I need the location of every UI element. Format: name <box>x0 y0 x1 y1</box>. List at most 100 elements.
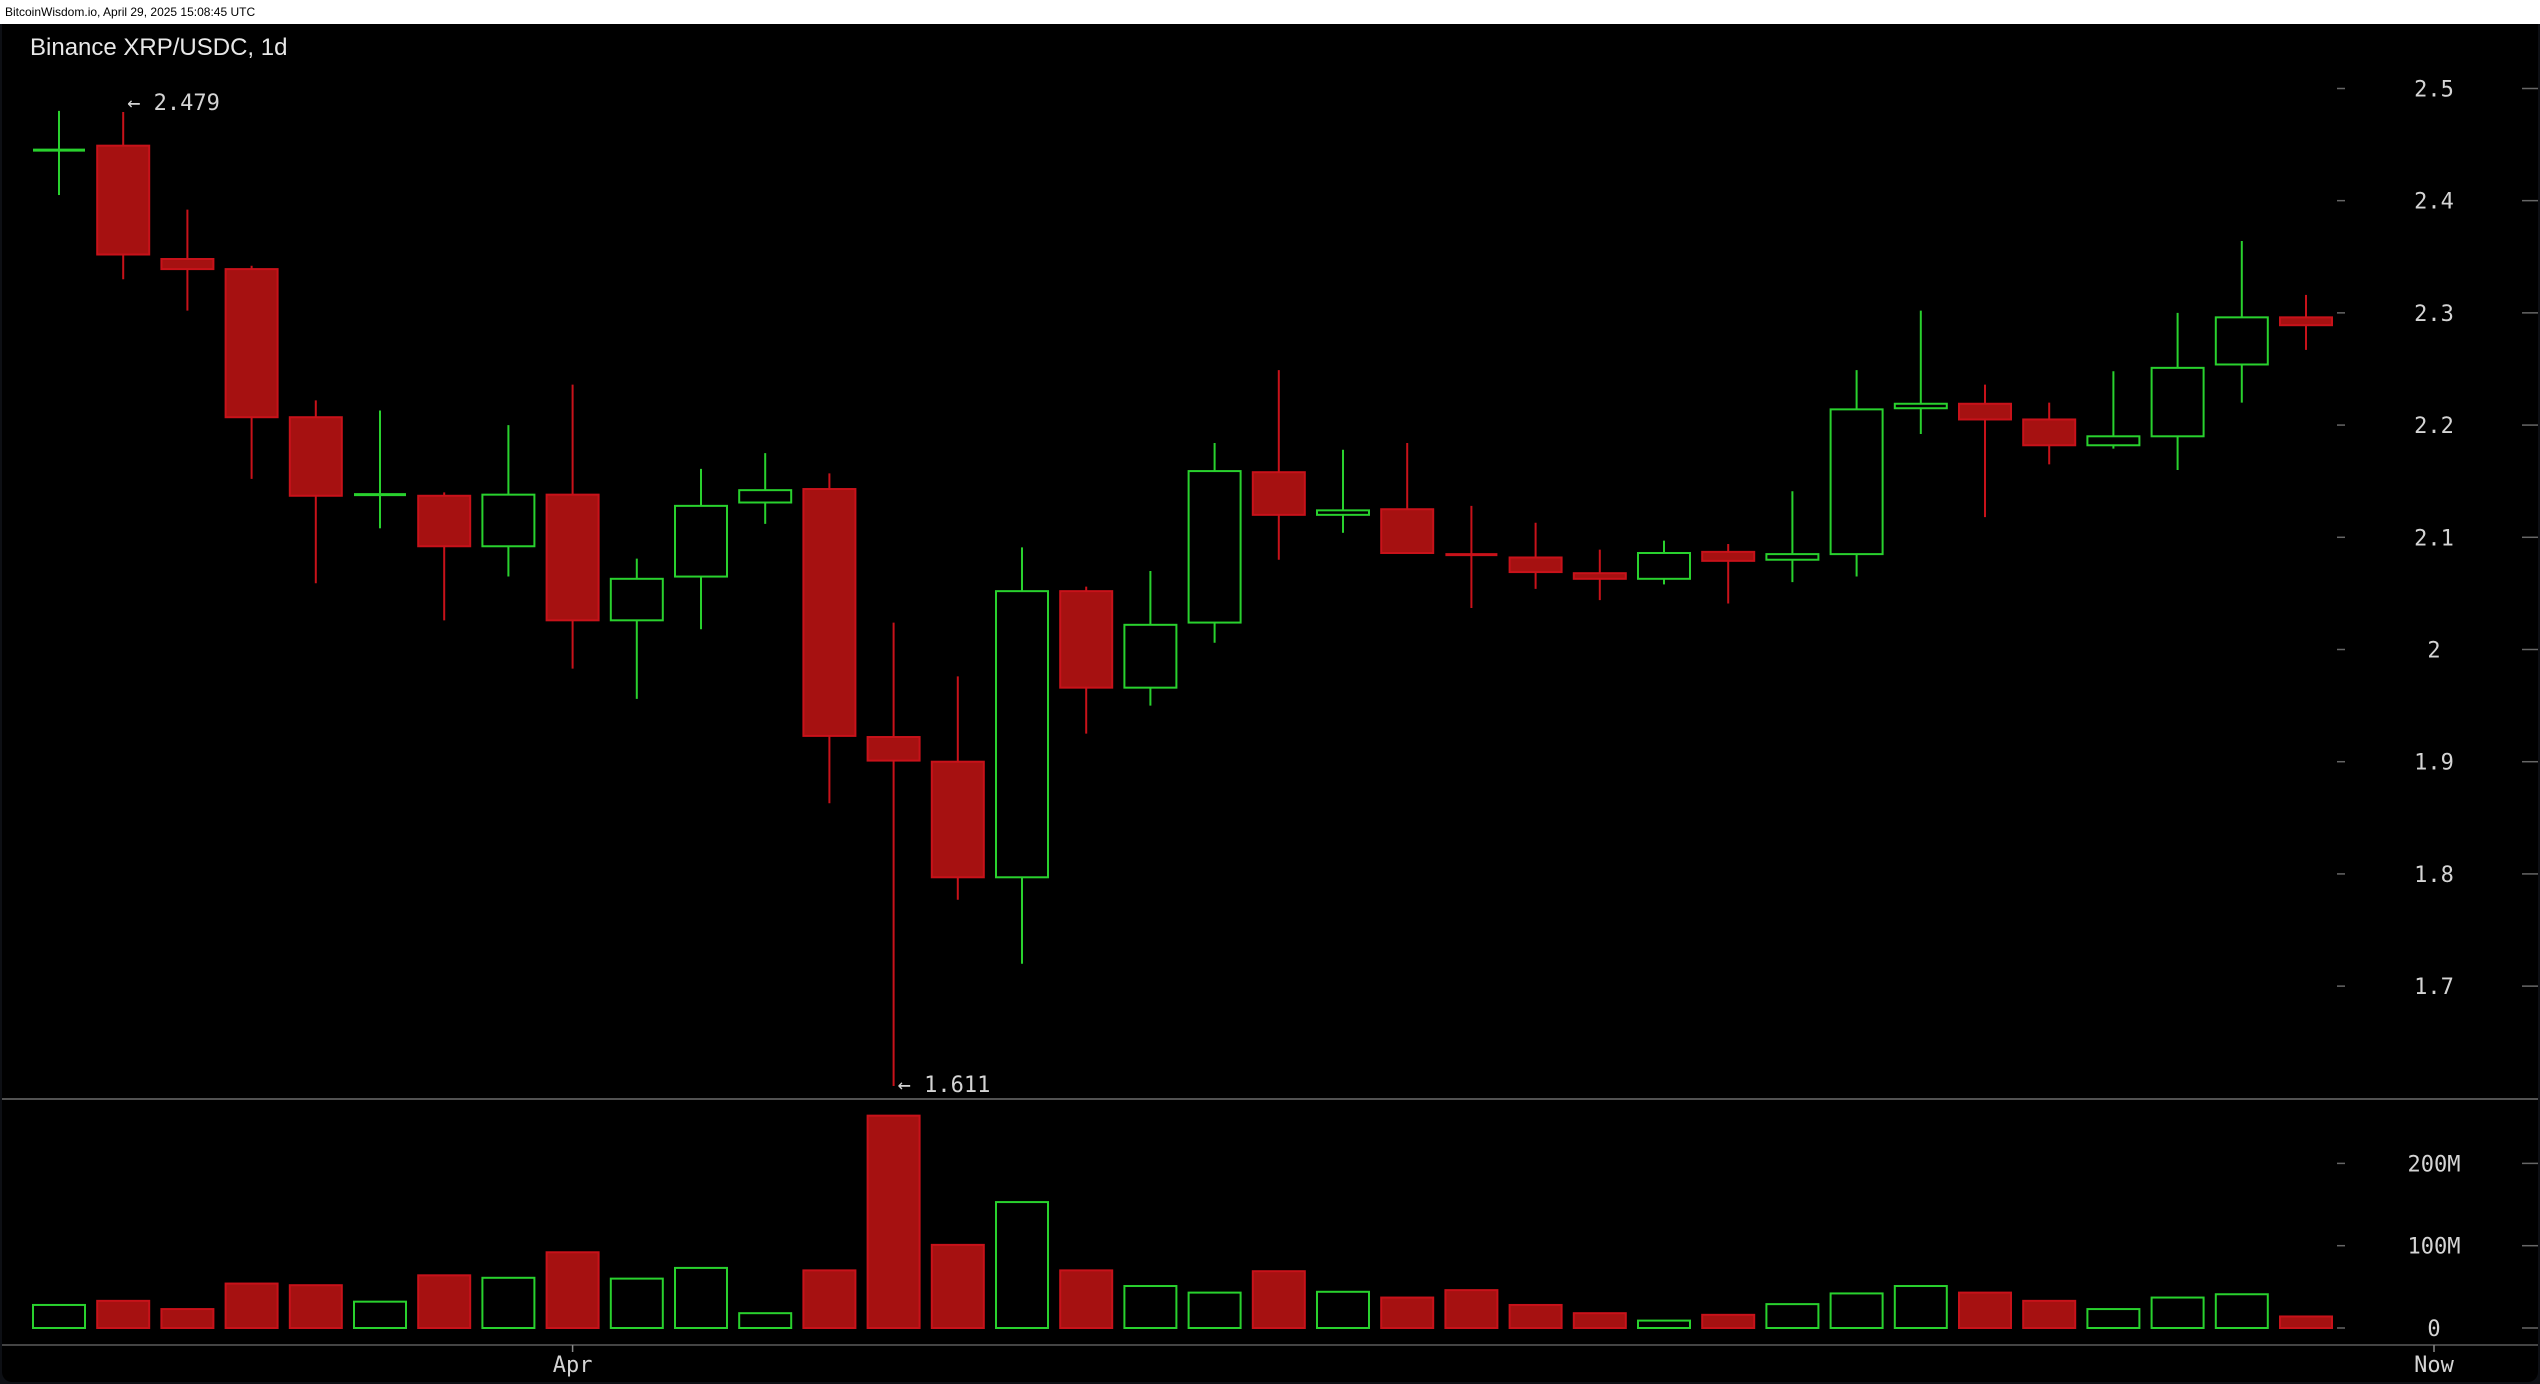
candle-body <box>1380 508 1435 554</box>
candle <box>866 622 921 1086</box>
volume-bar <box>1187 1291 1242 1329</box>
chart-frame: 2.5 2.4 2.3 2.2 2.1 2 1.9 1.8 1.7 200M 100M 0 Apr N… <box>2 24 2538 1382</box>
candle <box>2279 294 2333 350</box>
volume-bar <box>866 1114 921 1329</box>
volume-bar <box>545 1251 600 1330</box>
volume-bar <box>738 1312 793 1329</box>
candle <box>417 492 472 621</box>
candle-body <box>1251 471 1306 516</box>
volume-bar <box>2086 1308 2141 1329</box>
source-timestamp-bar: BitcoinWisdom.io, April 29, 2025 15:08:4… <box>0 0 2540 24</box>
volume-bar <box>1637 1319 1691 1329</box>
volume-tick-label: 0 <box>2427 1317 2440 1342</box>
candle-body <box>995 590 1049 879</box>
candle <box>1958 384 2012 518</box>
volume-bar <box>1572 1312 1627 1329</box>
time-axis: Apr Now <box>2 1344 2538 1378</box>
volume-tick-label: 200M <box>2408 1152 2461 1177</box>
volume-tick-label: 100M <box>2408 1235 2461 1260</box>
candle-body <box>609 577 664 622</box>
candle <box>609 558 664 699</box>
candle-body <box>1958 402 2012 421</box>
price-tick-label: 1.8 <box>2414 863 2454 888</box>
candle <box>1251 370 1306 560</box>
candle-body <box>738 489 793 504</box>
price-tick-label: 2.4 <box>2414 190 2454 215</box>
candle-body <box>1123 623 1178 689</box>
volume-bar <box>2022 1299 2077 1330</box>
volume-bar <box>2150 1296 2205 1329</box>
volume-bar <box>1893 1285 1948 1329</box>
candle-body <box>1059 590 1114 689</box>
candle-body <box>1893 402 1948 410</box>
candle <box>930 676 985 900</box>
candle <box>96 112 151 280</box>
candle-body <box>2022 418 2077 447</box>
candle <box>33 110 85 196</box>
candlestick-chart: 2.5 2.4 2.3 2.2 2.1 2 1.9 1.8 1.7 200M 100M 0 Apr N… <box>2 77 2538 1378</box>
candle-body <box>1701 550 1756 562</box>
candle <box>674 468 728 630</box>
candle <box>1572 549 1627 601</box>
volume-bar <box>353 1300 407 1329</box>
candle <box>1316 449 1370 533</box>
source-timestamp: BitcoinWisdom.io, April 29, 2025 15:08:4… <box>5 5 256 19</box>
candle-body <box>224 268 279 419</box>
volume-axis: 200M 100M 0 <box>2337 1152 2538 1342</box>
volume-bar <box>1123 1285 1178 1329</box>
volume-bar <box>1958 1291 2012 1329</box>
volume-bar <box>160 1308 215 1329</box>
candle-body <box>1316 509 1370 516</box>
time-tick-label: Now <box>2414 1353 2454 1378</box>
candle <box>1701 544 1756 604</box>
price-tick-label: 2.2 <box>2414 414 2454 439</box>
candle-body <box>417 494 472 548</box>
volume-bar <box>1508 1303 1563 1330</box>
volume-bar <box>96 1299 151 1330</box>
candle-body <box>866 736 921 762</box>
extreme-high-label: ← 2.479 <box>127 91 220 116</box>
candle <box>1508 522 1563 589</box>
candle-body <box>1765 553 1820 561</box>
candle <box>802 473 857 804</box>
candle <box>738 453 793 524</box>
volume-bar <box>2279 1315 2333 1330</box>
candle-body <box>160 258 215 271</box>
candle-body <box>545 493 600 622</box>
volume-bar <box>1765 1303 1820 1329</box>
candle <box>1893 310 1948 435</box>
candle-body <box>96 144 151 256</box>
chart-title: Binance XRP/USDC, 1d <box>30 34 288 61</box>
volume-bar <box>802 1269 857 1330</box>
candle <box>1123 570 1178 706</box>
candle <box>1637 540 1691 585</box>
volume-bar <box>1380 1296 1435 1329</box>
candle-body <box>481 493 536 548</box>
candle-body <box>288 416 343 497</box>
volume-bar <box>609 1277 664 1329</box>
volume-bar <box>2214 1293 2269 1330</box>
volume-bar <box>481 1276 536 1330</box>
volume-bar <box>288 1284 343 1329</box>
candle <box>995 547 1049 964</box>
candle <box>1187 443 1242 643</box>
volume-bar <box>1829 1292 1884 1330</box>
candle-body <box>1572 572 1627 580</box>
candle-body <box>2214 316 2269 366</box>
candle-body <box>1637 551 1691 580</box>
candle-body <box>1829 408 1884 556</box>
candle-body <box>2150 366 2205 438</box>
candle-body <box>2086 435 2141 447</box>
extreme-low-label: ← 1.611 <box>898 1073 991 1098</box>
candle-body <box>1508 556 1563 574</box>
price-axis: 2.5 2.4 2.3 2.2 2.1 2 1.9 1.8 1.7 <box>2 77 2538 1100</box>
volume-bar <box>995 1201 1049 1329</box>
volume-bar <box>1701 1313 1756 1330</box>
candle <box>481 425 536 577</box>
candle <box>2086 371 2141 449</box>
candle <box>1445 505 1498 608</box>
candle <box>1380 443 1435 554</box>
extreme-labels: ← 2.479 ← 1.611 <box>127 91 990 1098</box>
candle <box>354 410 406 529</box>
candle-body <box>674 504 728 578</box>
